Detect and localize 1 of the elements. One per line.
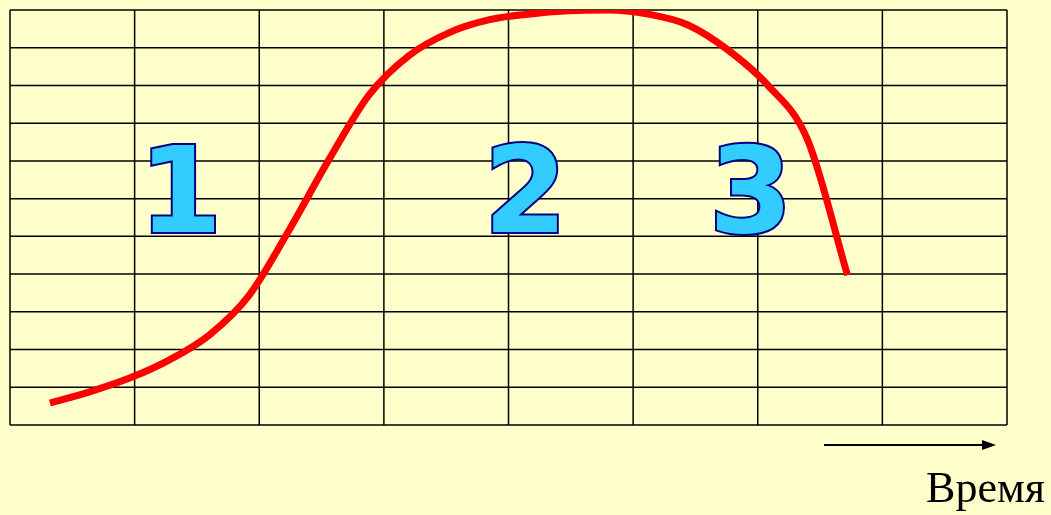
x-axis-title: Время <box>926 462 1045 513</box>
